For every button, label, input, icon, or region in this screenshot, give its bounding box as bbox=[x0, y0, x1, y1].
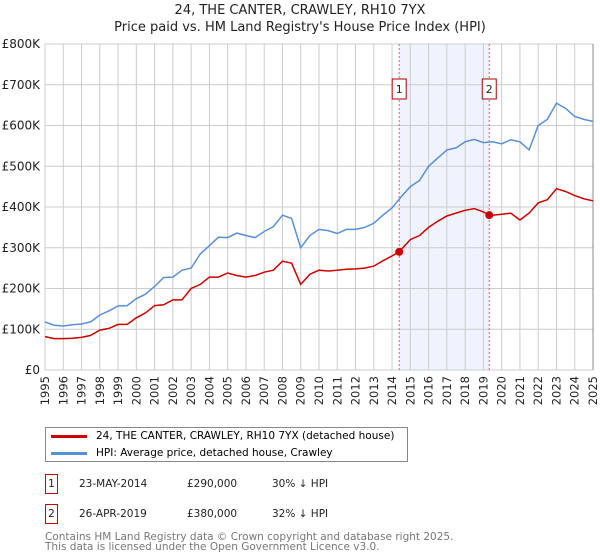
y-tick-label: £0 bbox=[25, 363, 40, 377]
x-tick-label: 2017 bbox=[440, 376, 454, 405]
x-tick-label: 2021 bbox=[513, 376, 527, 405]
x-tick-label: 2006 bbox=[239, 376, 253, 405]
y-tick-label: £800K bbox=[2, 37, 42, 51]
chart-subtitle: Price paid vs. HM Land Registry's House … bbox=[114, 20, 486, 35]
x-tick-label: 2018 bbox=[458, 376, 472, 405]
transaction-date: 23-MAY-2014 bbox=[79, 478, 148, 490]
legend-line-hpi bbox=[51, 451, 87, 455]
x-tick-label: 2007 bbox=[257, 376, 271, 405]
chart-title: 24, THE CANTER, CRAWLEY, RH10 7YX bbox=[174, 3, 426, 18]
legend-item-property: 24, THE CANTER, CRAWLEY, RH10 7YX (detac… bbox=[51, 428, 394, 444]
marker-label-box bbox=[391, 78, 407, 100]
footer-line: This data is licensed under the Open Gov… bbox=[45, 541, 380, 553]
marker-badge: 2 bbox=[45, 504, 58, 524]
legend-item-hpi: HPI: Average price, detached house, Craw… bbox=[51, 445, 333, 461]
sale-point bbox=[395, 247, 404, 256]
transaction-price: £290,000 bbox=[187, 478, 238, 490]
y-tick-label: £200K bbox=[2, 282, 42, 296]
x-tick-label: 2008 bbox=[275, 376, 289, 405]
x-tick-label: 2019 bbox=[476, 376, 490, 405]
sale-point bbox=[485, 211, 494, 220]
x-tick-label: 2016 bbox=[422, 376, 436, 405]
series-line bbox=[44, 187, 594, 340]
marker-badge: 1 bbox=[45, 474, 58, 494]
legend-line-property bbox=[51, 434, 87, 438]
price-chart: £0 £100K £200K £300K £400K £500K £600K £700K £80… bbox=[2, 37, 600, 405]
legend-label: HPI: Average price, detached house, Craw… bbox=[96, 447, 333, 459]
marker-label: 1 bbox=[396, 83, 403, 96]
x-tick-label: 1998 bbox=[93, 376, 107, 405]
marker-label-box bbox=[481, 78, 497, 100]
x-tick-label: 1996 bbox=[56, 376, 70, 405]
x-tick-label: 2005 bbox=[221, 376, 235, 405]
x-tick-label: 2001 bbox=[148, 376, 162, 405]
marker-label: 2 bbox=[486, 83, 493, 96]
y-tick-label: £100K bbox=[2, 322, 42, 336]
transaction-date: 26-APR-2019 bbox=[79, 508, 147, 520]
transaction-price: £380,000 bbox=[187, 508, 238, 520]
y-tick-label: £300K bbox=[2, 241, 42, 255]
y-tick-label: £600K bbox=[2, 119, 42, 133]
x-tick-label: 2024 bbox=[568, 376, 582, 405]
x-tick-label: 2009 bbox=[294, 376, 308, 405]
y-tick-label: £500K bbox=[2, 159, 42, 173]
x-tick-label: 2022 bbox=[531, 376, 545, 405]
x-tick-label: 1997 bbox=[75, 376, 89, 405]
x-tick-label: 2003 bbox=[184, 376, 198, 405]
y-tick-label: £700K bbox=[2, 78, 42, 92]
x-tick-label: 2010 bbox=[312, 376, 326, 405]
series-line bbox=[44, 102, 594, 327]
footer-line: Contains HM Land Registry data © Crown c… bbox=[45, 531, 454, 543]
footer: Contains HM Land Registry data © Crown c… bbox=[45, 531, 454, 553]
legend-label: 24, THE CANTER, CRAWLEY, RH10 7YX (detac… bbox=[96, 430, 395, 442]
x-tick-label: 2012 bbox=[349, 376, 363, 405]
x-tick-label: 2004 bbox=[202, 376, 216, 405]
x-tick-label: 2013 bbox=[367, 376, 381, 405]
x-tick-label: 2011 bbox=[330, 376, 344, 405]
transaction-delta: 32% ↓ HPI bbox=[272, 508, 329, 520]
x-tick-label: 2025 bbox=[586, 376, 600, 405]
y-tick-label: £400K bbox=[2, 200, 42, 214]
legend: 24, THE CANTER, CRAWLEY, RH10 7YX (detac… bbox=[45, 427, 408, 462]
x-tick-label: 1999 bbox=[111, 376, 125, 405]
x-tick-label: 2020 bbox=[495, 376, 509, 405]
transaction-delta: 30% ↓ HPI bbox=[272, 478, 329, 490]
x-tick-label: 2023 bbox=[549, 376, 563, 405]
x-tick-label: 2015 bbox=[403, 376, 417, 405]
x-tick-label: 2014 bbox=[385, 376, 399, 405]
x-tick-label: 2000 bbox=[129, 376, 143, 405]
x-tick-label: 2002 bbox=[166, 376, 180, 405]
x-tick-label: 1995 bbox=[38, 376, 52, 405]
